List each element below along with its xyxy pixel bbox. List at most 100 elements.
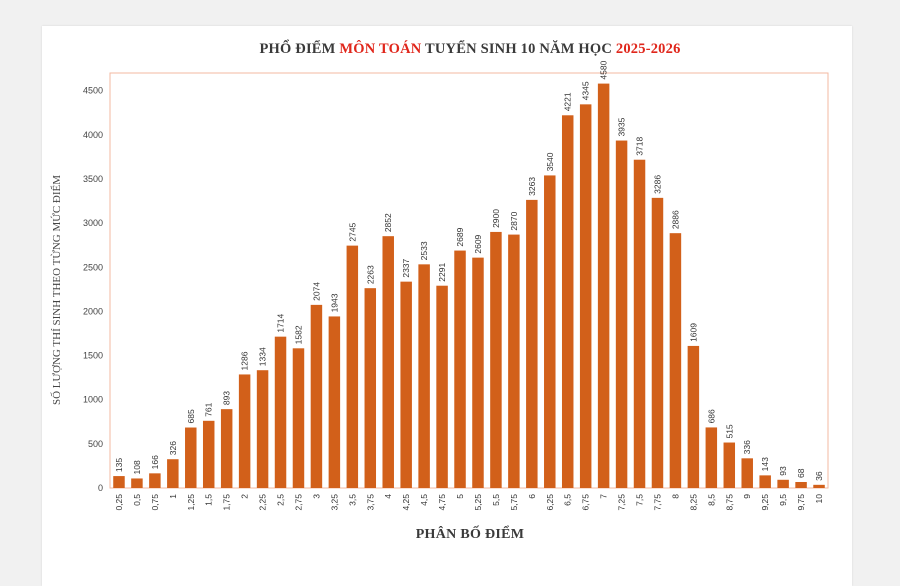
bar <box>544 175 556 488</box>
title-part-1: PHỔ ĐIỂM <box>259 41 340 57</box>
x-tick-label: 5,75 <box>509 494 519 511</box>
data-label: 135 <box>114 458 124 472</box>
data-label: 515 <box>724 424 734 438</box>
bar <box>651 197 664 488</box>
x-tick-label: 4,75 <box>437 494 447 511</box>
x-tick-label: 4,25 <box>401 494 411 511</box>
data-label: 2533 <box>419 241 429 260</box>
data-label: 3286 <box>652 175 662 194</box>
y-tick-label: 2500 <box>83 262 103 272</box>
x-tick-label: 5 <box>455 494 465 499</box>
x-tick-label: 0,5 <box>132 494 142 506</box>
bar <box>149 473 161 488</box>
bar <box>274 336 287 488</box>
x-tick-label: 1,25 <box>186 494 196 511</box>
bar <box>813 484 825 488</box>
data-label: 3935 <box>617 117 627 136</box>
bar <box>741 458 753 488</box>
bar <box>310 304 323 488</box>
bar <box>436 285 448 488</box>
x-tick-label: 8 <box>670 494 680 499</box>
bar <box>328 316 341 488</box>
data-label: 3540 <box>545 152 555 171</box>
bar <box>526 199 538 489</box>
data-label: 2074 <box>311 282 321 301</box>
x-tick-label: 3,25 <box>329 494 339 511</box>
y-tick-label: 1000 <box>83 395 103 405</box>
data-label: 93 <box>778 466 788 476</box>
x-tick-label: 8,75 <box>724 494 734 511</box>
x-tick-label: 7,75 <box>652 494 662 511</box>
data-label: 1582 <box>293 325 303 344</box>
bar <box>238 374 251 488</box>
data-label: 893 <box>222 391 232 405</box>
x-tick-label: 3 <box>311 494 321 499</box>
y-axis-label: SỐ LƯỢNG THÍ SINH THEO TỪNG MỨC ĐIỂM <box>51 174 63 406</box>
x-tick-label: 1,5 <box>204 494 214 506</box>
y-tick-label: 4500 <box>83 86 103 96</box>
data-label: 1714 <box>276 313 286 332</box>
bar <box>382 236 394 488</box>
data-label: 4345 <box>581 81 591 100</box>
data-label: 336 <box>742 440 752 454</box>
bar <box>346 245 359 488</box>
bar <box>202 420 215 488</box>
x-tick-label: 5,5 <box>491 494 501 506</box>
bar <box>400 281 412 488</box>
data-label: 2291 <box>437 263 447 282</box>
x-tick-label: 2,75 <box>293 494 303 511</box>
x-tick-label: 1,75 <box>222 494 232 511</box>
x-tick-label: 10 <box>814 494 824 504</box>
y-tick-label: 1500 <box>83 351 103 361</box>
data-label: 143 <box>760 457 770 471</box>
bar <box>220 409 233 488</box>
x-tick-label: 0,75 <box>150 494 160 511</box>
data-label: 68 <box>796 468 806 478</box>
x-tick-label: 9 <box>742 494 752 499</box>
bar <box>597 83 610 489</box>
bar <box>256 370 269 488</box>
data-label: 2745 <box>347 222 357 241</box>
x-tick-label: 8,5 <box>706 494 716 506</box>
y-tick-label: 3500 <box>83 174 103 184</box>
data-label: 2900 <box>491 209 501 228</box>
chart-title: PHỔ ĐIỂM MÔN TOÁN TUYỂN SINH 10 NĂM HỌC … <box>0 41 900 58</box>
data-label: 1609 <box>688 323 698 342</box>
title-part-3: TUYỂN SINH 10 NĂM HỌC <box>421 41 616 57</box>
bar <box>723 442 736 488</box>
bar <box>579 104 592 489</box>
data-label: 2886 <box>670 210 680 229</box>
x-tick-label: 7 <box>599 494 609 499</box>
x-tick-label: 3,5 <box>347 494 357 506</box>
data-label: 685 <box>186 409 196 423</box>
data-label: 1334 <box>258 347 268 366</box>
bar <box>113 476 125 488</box>
x-tick-label: 9,5 <box>778 494 788 506</box>
y-tick-label: 2000 <box>83 306 103 316</box>
x-tick-label: 6,25 <box>545 494 555 511</box>
data-label: 4580 <box>599 60 609 79</box>
bar <box>167 459 179 488</box>
bar <box>687 345 700 488</box>
data-label: 1943 <box>329 293 339 312</box>
x-tick-label: 6,75 <box>581 494 591 511</box>
data-label: 108 <box>132 460 142 474</box>
x-tick-label: 0,25 <box>114 494 124 511</box>
x-tick-label: 7,25 <box>617 494 627 511</box>
plot-area <box>109 72 829 489</box>
x-tick-label: 1 <box>168 494 178 499</box>
bar <box>633 159 646 489</box>
x-axis-label: PHÂN BỐ ĐIỂM <box>415 527 525 542</box>
y-tick-label: 500 <box>88 439 103 449</box>
bar <box>508 234 520 488</box>
y-tick-label: 3000 <box>83 218 103 228</box>
data-label: 326 <box>168 441 178 455</box>
data-label: 2337 <box>401 258 411 277</box>
bar <box>490 231 502 489</box>
x-tick-label: 9,75 <box>796 494 806 511</box>
bar <box>454 250 466 488</box>
data-label: 2870 <box>509 211 519 230</box>
data-label: 2852 <box>383 213 393 232</box>
data-label: 686 <box>706 409 716 423</box>
